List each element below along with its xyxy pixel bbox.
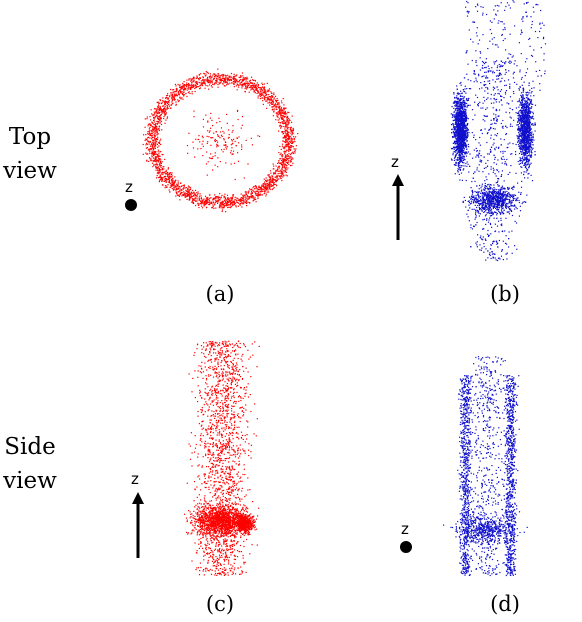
panel-b-point-cloud: [450, 0, 547, 262]
caption-d: (d): [490, 592, 520, 616]
row-label-side-line1: Side: [4, 434, 56, 460]
axis-label-z-c: z: [131, 470, 139, 488]
caption-c: (c): [205, 592, 235, 616]
axis-label-z-d: z: [401, 520, 409, 538]
row-label-top-line2: view: [3, 158, 57, 184]
row-label-side-line2: view: [3, 468, 57, 494]
caption-b: (b): [490, 282, 520, 306]
row-label-side: Side view: [0, 430, 60, 498]
panel-a-point-cloud: [142, 68, 299, 213]
panel-c-point-cloud: [184, 340, 260, 576]
axis-dot-icon-d: [400, 541, 412, 553]
axis-arrow-icon-c: [132, 492, 144, 558]
panel-d-point-cloud: [443, 356, 528, 577]
row-label-top: Top view: [0, 120, 60, 188]
axis-dot-icon-a: [125, 199, 137, 211]
axis-label-z-a: z: [125, 178, 133, 196]
axis-arrow-icon-b: [392, 174, 404, 240]
axis-label-z-b: z: [391, 153, 399, 171]
caption-a: (a): [205, 282, 235, 306]
row-label-top-line1: Top: [8, 124, 52, 150]
